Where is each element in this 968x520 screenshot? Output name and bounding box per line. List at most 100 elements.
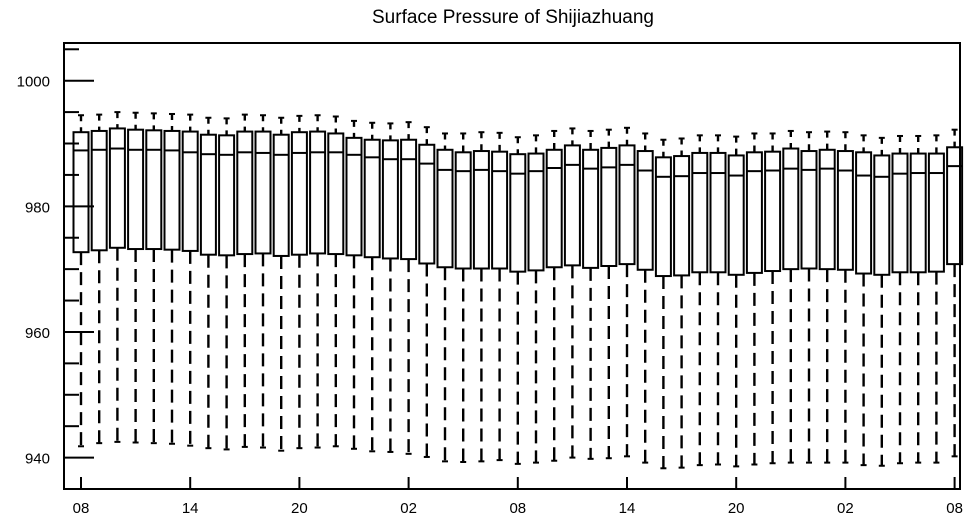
box-rect	[181, 130, 199, 252]
box-5	[145, 112, 163, 445]
box-16	[345, 119, 363, 450]
box-rect	[673, 155, 691, 277]
box-45	[873, 136, 891, 467]
box-rect	[855, 151, 873, 275]
box-42	[818, 130, 836, 464]
box-3	[108, 111, 126, 443]
box-rect	[72, 131, 90, 254]
box-35	[691, 134, 709, 467]
box-21	[436, 132, 454, 463]
x-tick-label: 20	[728, 500, 745, 517]
box-48	[927, 134, 945, 464]
box-2	[90, 113, 108, 445]
box-rect	[836, 150, 854, 271]
box-26	[527, 134, 545, 464]
y-axis: 940 960 980 1000	[17, 48, 94, 468]
box-44	[855, 134, 873, 467]
box-6	[163, 112, 181, 445]
box-33	[654, 138, 672, 470]
box-series	[72, 111, 964, 470]
x-tick-label: 08	[73, 500, 90, 517]
box-24	[491, 131, 509, 462]
box-47	[909, 134, 927, 464]
box-rect	[509, 153, 527, 273]
box-rect	[636, 150, 654, 271]
x-tick-label: 02	[837, 500, 854, 517]
box-rect	[454, 151, 472, 270]
box-rect	[108, 127, 126, 249]
x-tick-label: 20	[291, 500, 308, 517]
box-23	[472, 131, 490, 463]
box-11	[254, 114, 272, 449]
box-rect	[472, 150, 490, 270]
x-tick-label: 08	[509, 500, 526, 517]
box-rect	[545, 148, 563, 269]
box-43	[836, 131, 854, 464]
box-1	[72, 114, 90, 448]
box-4	[127, 111, 145, 444]
box-22	[454, 132, 472, 463]
chart-title: Surface Pressure of Shijiazhuang	[372, 7, 654, 28]
box-14	[309, 114, 327, 449]
box-12	[272, 116, 290, 452]
box-25	[509, 136, 527, 465]
box-37	[727, 135, 745, 468]
x-tick-label: 08	[946, 500, 963, 517]
box-rect	[218, 134, 236, 257]
box-rect	[654, 156, 672, 278]
box-rect	[254, 130, 272, 255]
box-19	[400, 121, 418, 455]
box-rect	[327, 132, 345, 256]
box-rect	[236, 130, 254, 256]
box-rect	[764, 150, 782, 273]
box-46	[891, 134, 909, 465]
box-10	[236, 113, 254, 448]
box-rect	[491, 150, 509, 270]
box-36	[709, 134, 727, 466]
box-rect	[563, 144, 581, 267]
box-rect	[782, 147, 800, 271]
x-tick-label: 02	[400, 500, 417, 517]
box-20	[418, 126, 436, 458]
x-tick-label: 14	[619, 500, 636, 517]
box-rect	[582, 148, 600, 269]
box-rect	[909, 152, 927, 274]
box-31	[618, 126, 636, 458]
y-tick-label: 1000	[17, 74, 50, 91]
box-rect	[290, 131, 308, 256]
box-rect	[418, 143, 436, 265]
box-rect	[727, 154, 745, 276]
box-32	[636, 132, 654, 464]
box-rect	[381, 139, 399, 260]
box-rect	[891, 152, 909, 274]
box-13	[290, 114, 308, 450]
box-rect	[436, 148, 454, 269]
box-rect	[345, 136, 363, 257]
box-34	[673, 137, 691, 469]
box-rect	[800, 150, 818, 270]
box-rect	[363, 138, 381, 259]
box-rect	[90, 129, 108, 252]
box-17	[363, 121, 381, 453]
y-tick-label: 960	[25, 325, 50, 342]
box-rect	[127, 128, 145, 251]
box-rect	[818, 148, 836, 271]
box-rect	[145, 129, 163, 251]
box-7	[181, 113, 199, 447]
box-rect	[400, 138, 418, 261]
box-40	[782, 129, 800, 464]
box-rect	[927, 152, 945, 273]
box-41	[800, 131, 818, 464]
y-tick-label: 980	[25, 199, 50, 216]
box-rect	[873, 154, 891, 276]
box-28	[563, 127, 581, 459]
box-rect	[309, 130, 327, 255]
box-38	[745, 132, 763, 466]
box-9	[218, 117, 236, 451]
box-rect	[709, 151, 727, 274]
x-axis: 08 14 20 02 08 14 20 02 08	[73, 477, 963, 517]
box-rect	[691, 151, 709, 274]
box-49	[946, 128, 964, 458]
